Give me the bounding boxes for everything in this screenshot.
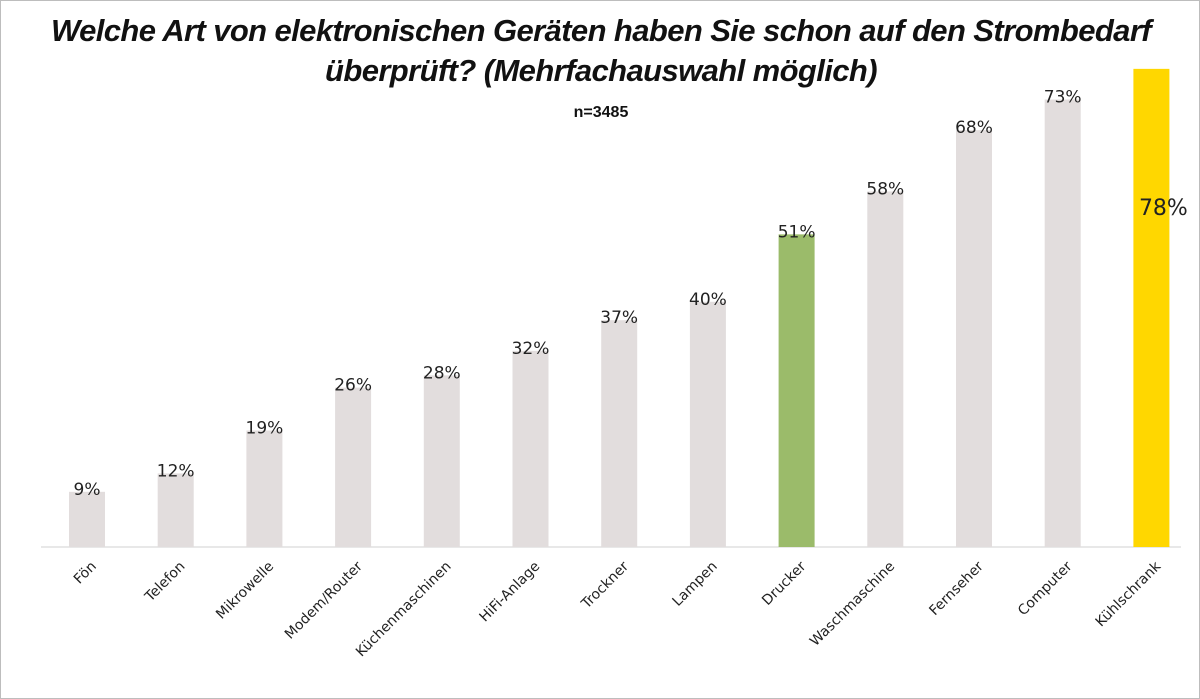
data-label-telefon: 12% <box>157 461 195 481</box>
data-label-mikrowelle: 19% <box>246 419 284 439</box>
x-tick-label-hifi-anlage: HiFi-Anlage <box>476 559 543 626</box>
data-label-modem-router: 26% <box>334 376 372 396</box>
x-tick-label-modem-router: Modem/Router <box>282 558 366 642</box>
bar-kuechenmaschinen <box>423 375 460 547</box>
x-tick-label-fernseher: Fernseher <box>926 558 987 619</box>
bar-lampen <box>689 301 726 547</box>
chart-subtitle: n=3485 <box>573 104 629 121</box>
bar-hifi-anlage <box>512 350 549 547</box>
data-label-drucker: 51% <box>778 222 816 242</box>
x-tick-label-lampen: Lampen <box>670 559 721 610</box>
bar-fernseher <box>956 130 992 547</box>
data-label-fernseher: 68% <box>955 118 993 138</box>
bar-modem-router <box>335 387 372 547</box>
x-tick-label-kuehlschrank: Kühlschrank <box>1093 558 1165 630</box>
bar-computer <box>1044 99 1081 547</box>
data-label-foen: 9% <box>74 480 101 500</box>
bar-drucker <box>778 234 815 547</box>
data-label-trockner: 37% <box>600 308 638 328</box>
x-tick-label-trockner: Trockner <box>578 558 632 612</box>
bar-telefon <box>157 473 194 547</box>
bar-trockner <box>601 320 638 547</box>
bar-foen <box>69 491 105 547</box>
x-tick-label-telefon: Telefon <box>141 559 188 606</box>
data-label-computer: 73% <box>1044 88 1082 108</box>
x-tick-label-drucker: Drucker <box>759 558 809 608</box>
x-tick-label-mikrowelle: Mikrowelle <box>213 559 277 623</box>
data-label-kuehlschrank: 78% <box>1139 196 1188 221</box>
data-label-kuechenmaschinen: 28% <box>423 363 461 383</box>
x-tick-label-waschmaschine: Waschmaschine <box>807 559 898 650</box>
chart-title-line-2: überprüft? (Mehrfachauswahl möglich) <box>325 53 878 88</box>
bar-mikrowelle <box>246 430 283 547</box>
data-label-waschmaschine: 58% <box>866 179 904 199</box>
data-label-lampen: 40% <box>689 290 727 310</box>
x-tick-label-kuechenmaschinen: Küchenmaschinen <box>353 559 455 661</box>
bar-waschmaschine <box>867 191 904 547</box>
bar-kuehlschrank <box>1133 68 1170 548</box>
data-label-hifi-anlage: 32% <box>512 339 550 359</box>
x-tick-label-computer: Computer <box>1015 558 1076 619</box>
x-tick-label-foen: Fön <box>71 559 100 588</box>
chart-title-line-1: Welche Art von elektronischen Geräten ha… <box>50 13 1152 48</box>
